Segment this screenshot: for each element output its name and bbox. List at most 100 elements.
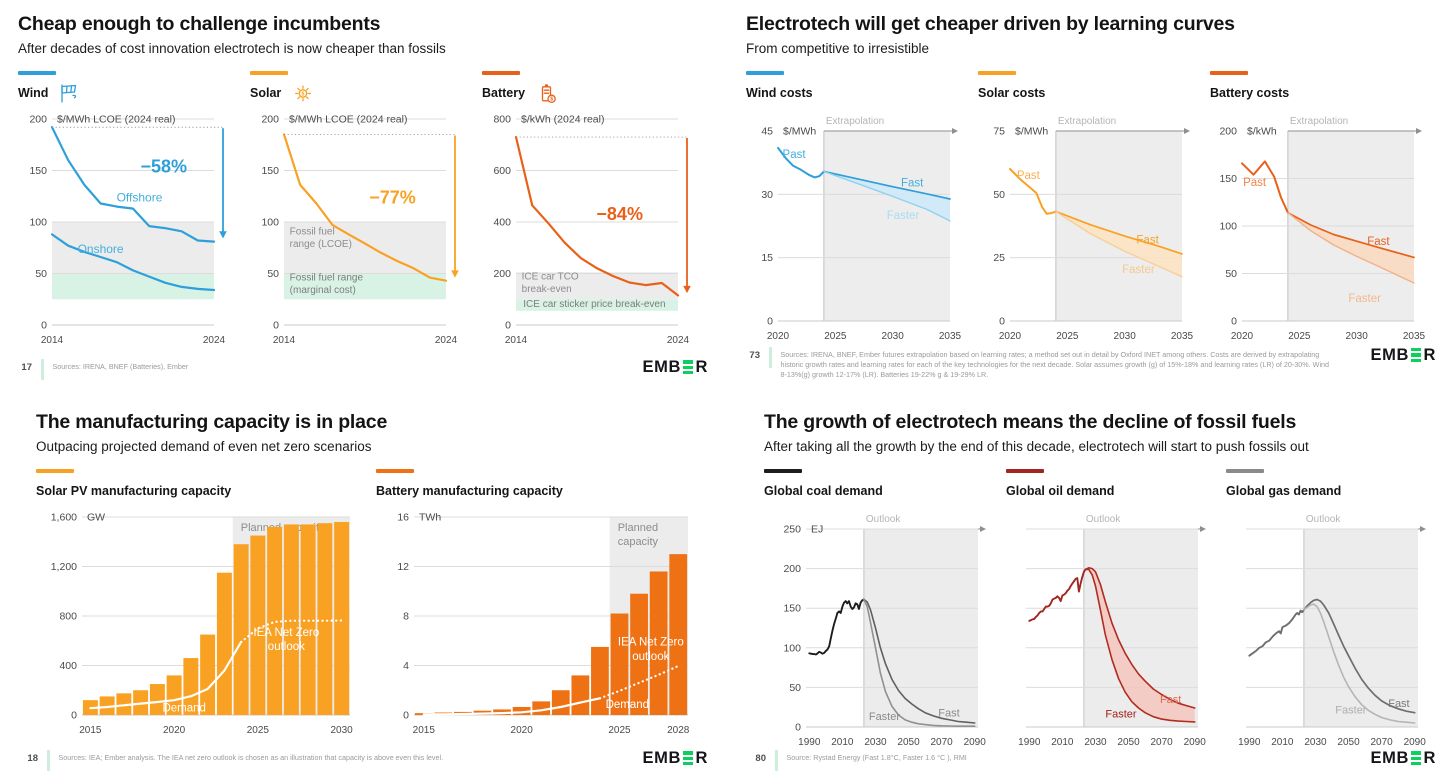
svg-text:250: 250: [783, 523, 801, 535]
battery-dollar-icon: $: [541, 83, 556, 103]
svg-text:2030: 2030: [331, 725, 354, 736]
svg-text:12: 12: [397, 561, 409, 573]
slide-footer: 18 Sources: IEA; Ember analysis. The IEA…: [24, 750, 708, 771]
chart-title: Battery costs: [1210, 85, 1290, 100]
svg-text:0: 0: [41, 319, 47, 331]
chart-title: Wind costs: [746, 85, 813, 100]
chart-battery-costs: Battery costs Extrapolation 0 50 100 150 200 $/…: [1210, 71, 1428, 347]
logo-text-suffix: R: [695, 749, 708, 767]
chart-title-row: Battery costs: [1210, 83, 1428, 103]
svg-text:0: 0: [767, 315, 773, 327]
chart-solar-lcoe: Solar $0 50 100 150 200 $/MWh LCOE (2024 real)…: [250, 71, 468, 351]
svg-text:Fossil fuel range(marginal cos: Fossil fuel range (marginal cost): [290, 272, 364, 296]
logo-text-prefix: EMB: [1370, 749, 1409, 767]
svg-text:2014: 2014: [505, 335, 528, 346]
chart-title: Global coal demand: [764, 483, 883, 498]
svg-text:8: 8: [403, 610, 409, 622]
svg-text:2030: 2030: [1304, 737, 1327, 748]
svg-text:400: 400: [493, 216, 511, 228]
svg-text:ICE car sticker price break-ev: ICE car sticker price break-even: [523, 298, 665, 309]
svg-text:Fast: Fast: [1160, 694, 1181, 706]
svg-text:600: 600: [493, 165, 511, 177]
legend-swatch: [1006, 469, 1044, 473]
svg-text:GW: GW: [87, 511, 105, 523]
chart-title-row: Battery manufacturing capacity: [376, 481, 696, 501]
chart-title: Global oil demand: [1006, 483, 1115, 498]
chart-title-row: Battery $: [482, 83, 700, 103]
svg-text:−84%: −84%: [596, 203, 643, 223]
footer-divider: [775, 750, 778, 771]
slide-subtitle: After decades of cost innovation electro…: [18, 41, 446, 56]
chart-canvas-coal-demand: Outlook 0 50 100 150 200 250 EJ Faster Fast 1990 20…: [783, 514, 987, 748]
svg-text:200: 200: [1219, 125, 1237, 137]
charts-row: Global coal demand Outlook 0 50 100 150 200 250…: [764, 469, 1438, 753]
svg-text:0: 0: [795, 721, 801, 733]
sun-dollar-icon: $: [295, 85, 312, 101]
source-text: Sources: IEA; Ember analysis. The IEA ne…: [58, 753, 444, 762]
chart-wind-lcoe: Wind 0 50 100 150 200 $/MWh LCOE (2024 real) −5…: [18, 71, 236, 351]
svg-text:2030: 2030: [1114, 331, 1137, 342]
slide-learning-curves: Electrotech will get cheaper driven by l…: [728, 0, 1456, 390]
svg-text:150: 150: [783, 602, 801, 614]
page-title: The growth of electrotech means the decl…: [764, 411, 1297, 433]
svg-text:Faster: Faster: [1335, 704, 1367, 716]
svg-text:Faster: Faster: [1348, 293, 1381, 305]
svg-text:2030: 2030: [882, 331, 905, 342]
charts-row: Solar PV manufacturing capacity Planned c…: [36, 469, 710, 741]
svg-text:2028: 2028: [667, 725, 690, 736]
legend-swatch: [250, 71, 288, 75]
page-number: 17: [21, 362, 32, 373]
slide-subtitle: From competitive to irresistible: [746, 41, 930, 56]
svg-text:15: 15: [761, 252, 773, 264]
legend-swatch: [482, 71, 520, 75]
svg-text:150: 150: [261, 165, 279, 177]
svg-text:2010: 2010: [1051, 737, 1074, 748]
chart-title: Solar: [250, 85, 282, 100]
page-number: 18: [27, 753, 38, 764]
chart-title: Battery manufacturing capacity: [376, 483, 563, 498]
svg-text:2090: 2090: [964, 737, 987, 748]
svg-text:2070: 2070: [930, 737, 953, 748]
svg-text:2020: 2020: [511, 725, 534, 736]
svg-text:4: 4: [403, 660, 409, 672]
logo-text-suffix: R: [1423, 749, 1436, 767]
logo-text-prefix: EMB: [642, 749, 681, 767]
chart-battery-capacity: Battery manufacturing capacity Planned cap…: [376, 469, 696, 741]
slide-manufacturing-capacity: The manufacturing capacity is in place O…: [0, 390, 728, 781]
chart-title-row: Global coal demand: [764, 481, 992, 501]
svg-text:150: 150: [29, 165, 47, 177]
svg-text:$: $: [550, 96, 553, 102]
svg-text:2035: 2035: [1171, 331, 1194, 342]
chart-wind-costs: Wind costs Extrapolation 0 15 30 45 $/MWh Past F…: [746, 71, 964, 347]
svg-text:45: 45: [761, 125, 773, 137]
svg-text:Faster: Faster: [869, 710, 901, 722]
svg-text:150: 150: [1219, 173, 1237, 185]
charts-row: Wind 0 50 100 150 200 $/MWh LCOE (2024 real) −5…: [18, 71, 710, 351]
svg-text:Offshore: Offshore: [117, 190, 163, 204]
logo-text-prefix: EMB: [642, 358, 681, 376]
svg-text:75: 75: [993, 125, 1005, 137]
svg-text:$/MWh LCOE (2024 real): $/MWh LCOE (2024 real): [289, 113, 407, 125]
svg-text:Outlook: Outlook: [1086, 514, 1121, 525]
page-number: 73: [749, 349, 760, 361]
svg-text:$: $: [302, 91, 305, 97]
chart-title: Battery: [482, 85, 526, 100]
svg-text:Fast: Fast: [938, 707, 959, 719]
footer-divider: [769, 346, 772, 368]
svg-text:2024: 2024: [435, 335, 458, 346]
svg-text:200: 200: [29, 113, 47, 125]
source-text: Sources: IRENA, BNEF (Batteries), Ember: [52, 362, 189, 371]
svg-text:0: 0: [1231, 315, 1237, 327]
footer-divider: [47, 750, 50, 771]
svg-text:50: 50: [267, 268, 279, 280]
svg-text:0: 0: [505, 319, 511, 331]
legend-swatch: [978, 71, 1016, 75]
svg-text:30: 30: [761, 188, 773, 200]
svg-text:2020: 2020: [1231, 331, 1254, 342]
svg-text:Past: Past: [783, 149, 807, 161]
